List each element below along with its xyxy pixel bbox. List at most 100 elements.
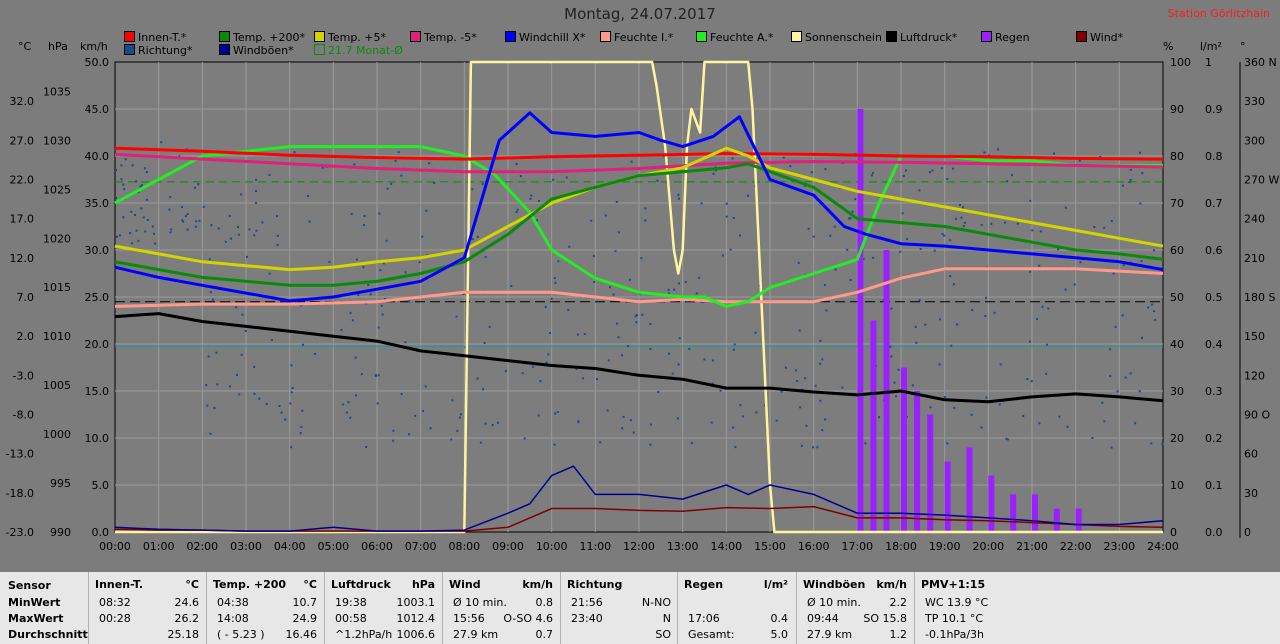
richtung-point	[145, 198, 148, 201]
richtung-point	[515, 210, 518, 213]
richtung-point	[841, 386, 844, 389]
rain-bar	[927, 414, 934, 532]
richtung-point	[621, 354, 624, 357]
degree-tick-label: 270 W	[1244, 174, 1279, 187]
richtung-point	[124, 158, 127, 161]
legend-label: Feuchte A.*	[710, 31, 774, 44]
series-line-luftdruck	[114, 312, 1164, 404]
percent-tick-label: 50	[1170, 291, 1184, 304]
richtung-point	[289, 402, 292, 405]
richtung-point	[459, 413, 462, 416]
richtung-point	[644, 207, 647, 210]
richtung-point	[363, 224, 366, 227]
legend-item: Temp. -5*	[410, 31, 477, 44]
richtung-point	[1073, 283, 1076, 286]
stat-column: Innen-T. °C 08:32 24.6 00:28 26.2 25.18	[88, 572, 205, 644]
richtung-point	[476, 377, 479, 380]
richtung-point	[698, 276, 701, 279]
stat-max-value: 26.2	[174, 612, 200, 625]
richtung-point	[1140, 260, 1143, 263]
stat-max-time: 23:40	[571, 612, 603, 625]
legend-item: Feuchte I.*	[600, 31, 673, 44]
richtung-point	[381, 313, 384, 316]
richtung-point	[376, 402, 379, 405]
richtung-point	[821, 429, 824, 432]
richtung-point	[970, 413, 973, 416]
richtung-point	[731, 157, 734, 160]
richtung-point	[732, 348, 735, 351]
richtung-point	[789, 165, 792, 168]
x-tick-label: 02:00	[186, 540, 218, 553]
richtung-point	[483, 342, 486, 345]
richtung-point	[378, 212, 381, 215]
richtung-point	[353, 163, 356, 166]
rain-tick-label: 0.6	[1205, 244, 1223, 257]
richtung-point	[1110, 446, 1113, 449]
richtung-point	[433, 182, 436, 185]
stat-column: Regen l/m² 17:06 0.4 Gesamt: 5.0	[677, 572, 794, 644]
stat-max-time: 00:28	[99, 612, 131, 625]
degree-tick-label: 120	[1244, 369, 1265, 382]
stat-min-value: 0.8	[535, 596, 554, 609]
richtung-point	[1026, 378, 1029, 381]
rain-tick-label: 0.1	[1205, 479, 1223, 492]
legend-swatch	[696, 31, 707, 42]
richtung-point	[547, 353, 550, 356]
richtung-point	[308, 220, 311, 223]
stat-column: Wind km/h Ø 10 min. 0.8 15:56 O-SO 4.6 27.9 km…	[442, 572, 559, 644]
richtung-point	[244, 329, 247, 332]
richtung-point	[812, 235, 815, 238]
richtung-point	[906, 238, 909, 241]
richtung-point	[796, 380, 799, 383]
legend-swatch	[219, 31, 230, 42]
stat-min-value: 10.7	[292, 596, 318, 609]
x-tick-label: 21:00	[1016, 540, 1048, 553]
richtung-point	[733, 343, 736, 346]
richtung-point	[668, 292, 671, 295]
stat-avg-label: ( - 5.23 )	[217, 628, 265, 641]
richtung-point	[614, 250, 617, 253]
richtung-point	[123, 188, 126, 191]
richtung-point	[1141, 172, 1144, 175]
richtung-point	[632, 431, 635, 434]
richtung-point	[678, 337, 681, 340]
stat-column: Luftdruck hPa 19:38 1003.1 00:58 1012.4 ^1.2hP…	[324, 572, 441, 644]
x-tick-label: 10:00	[536, 540, 568, 553]
richtung-point	[938, 318, 941, 321]
degree-tick-label: 60	[1244, 448, 1258, 461]
richtung-point	[194, 225, 197, 228]
percent-tick-label: 80	[1170, 150, 1184, 163]
unit-hpa: hPa	[48, 40, 68, 53]
hpa-tick-label: 1030	[43, 134, 71, 147]
unit-degree: °	[1240, 40, 1246, 53]
richtung-point	[889, 345, 892, 348]
celsius-tick-label: -13.0	[6, 448, 34, 461]
richtung-point	[938, 363, 941, 366]
richtung-point	[554, 281, 557, 284]
richtung-point	[928, 171, 931, 174]
series-line-sonnenschein	[115, 60, 1163, 534]
x-tick-label: 04:00	[274, 540, 306, 553]
richtung-point	[576, 333, 579, 336]
stat-max-time: TP 10.1 °C	[925, 612, 984, 625]
richtung-point	[268, 272, 271, 275]
richtung-point	[488, 325, 491, 328]
richtung-point	[870, 174, 873, 177]
legend-swatch	[981, 31, 992, 42]
richtung-point	[714, 169, 717, 172]
richtung-point	[606, 409, 609, 412]
richtung-point	[1028, 340, 1031, 343]
kmh-tick-label: 30.0	[85, 244, 110, 257]
richtung-point	[668, 352, 671, 355]
stat-header: Luftdruck	[331, 578, 391, 591]
kmh-tick-label: 20.0	[85, 338, 110, 351]
legend-swatch	[1076, 31, 1087, 42]
richtung-point	[301, 343, 304, 346]
legend-item: 21.7 Monat-Ø	[314, 44, 403, 57]
stat-column: PMV+1:15 WC 13.9 °C TP 10.1 °C -0.1hPa/3h	[914, 572, 1031, 644]
richtung-point	[819, 339, 822, 342]
richtung-point	[229, 237, 232, 240]
richtung-point	[384, 298, 387, 301]
richtung-point	[143, 167, 146, 170]
richtung-point	[1129, 168, 1132, 171]
